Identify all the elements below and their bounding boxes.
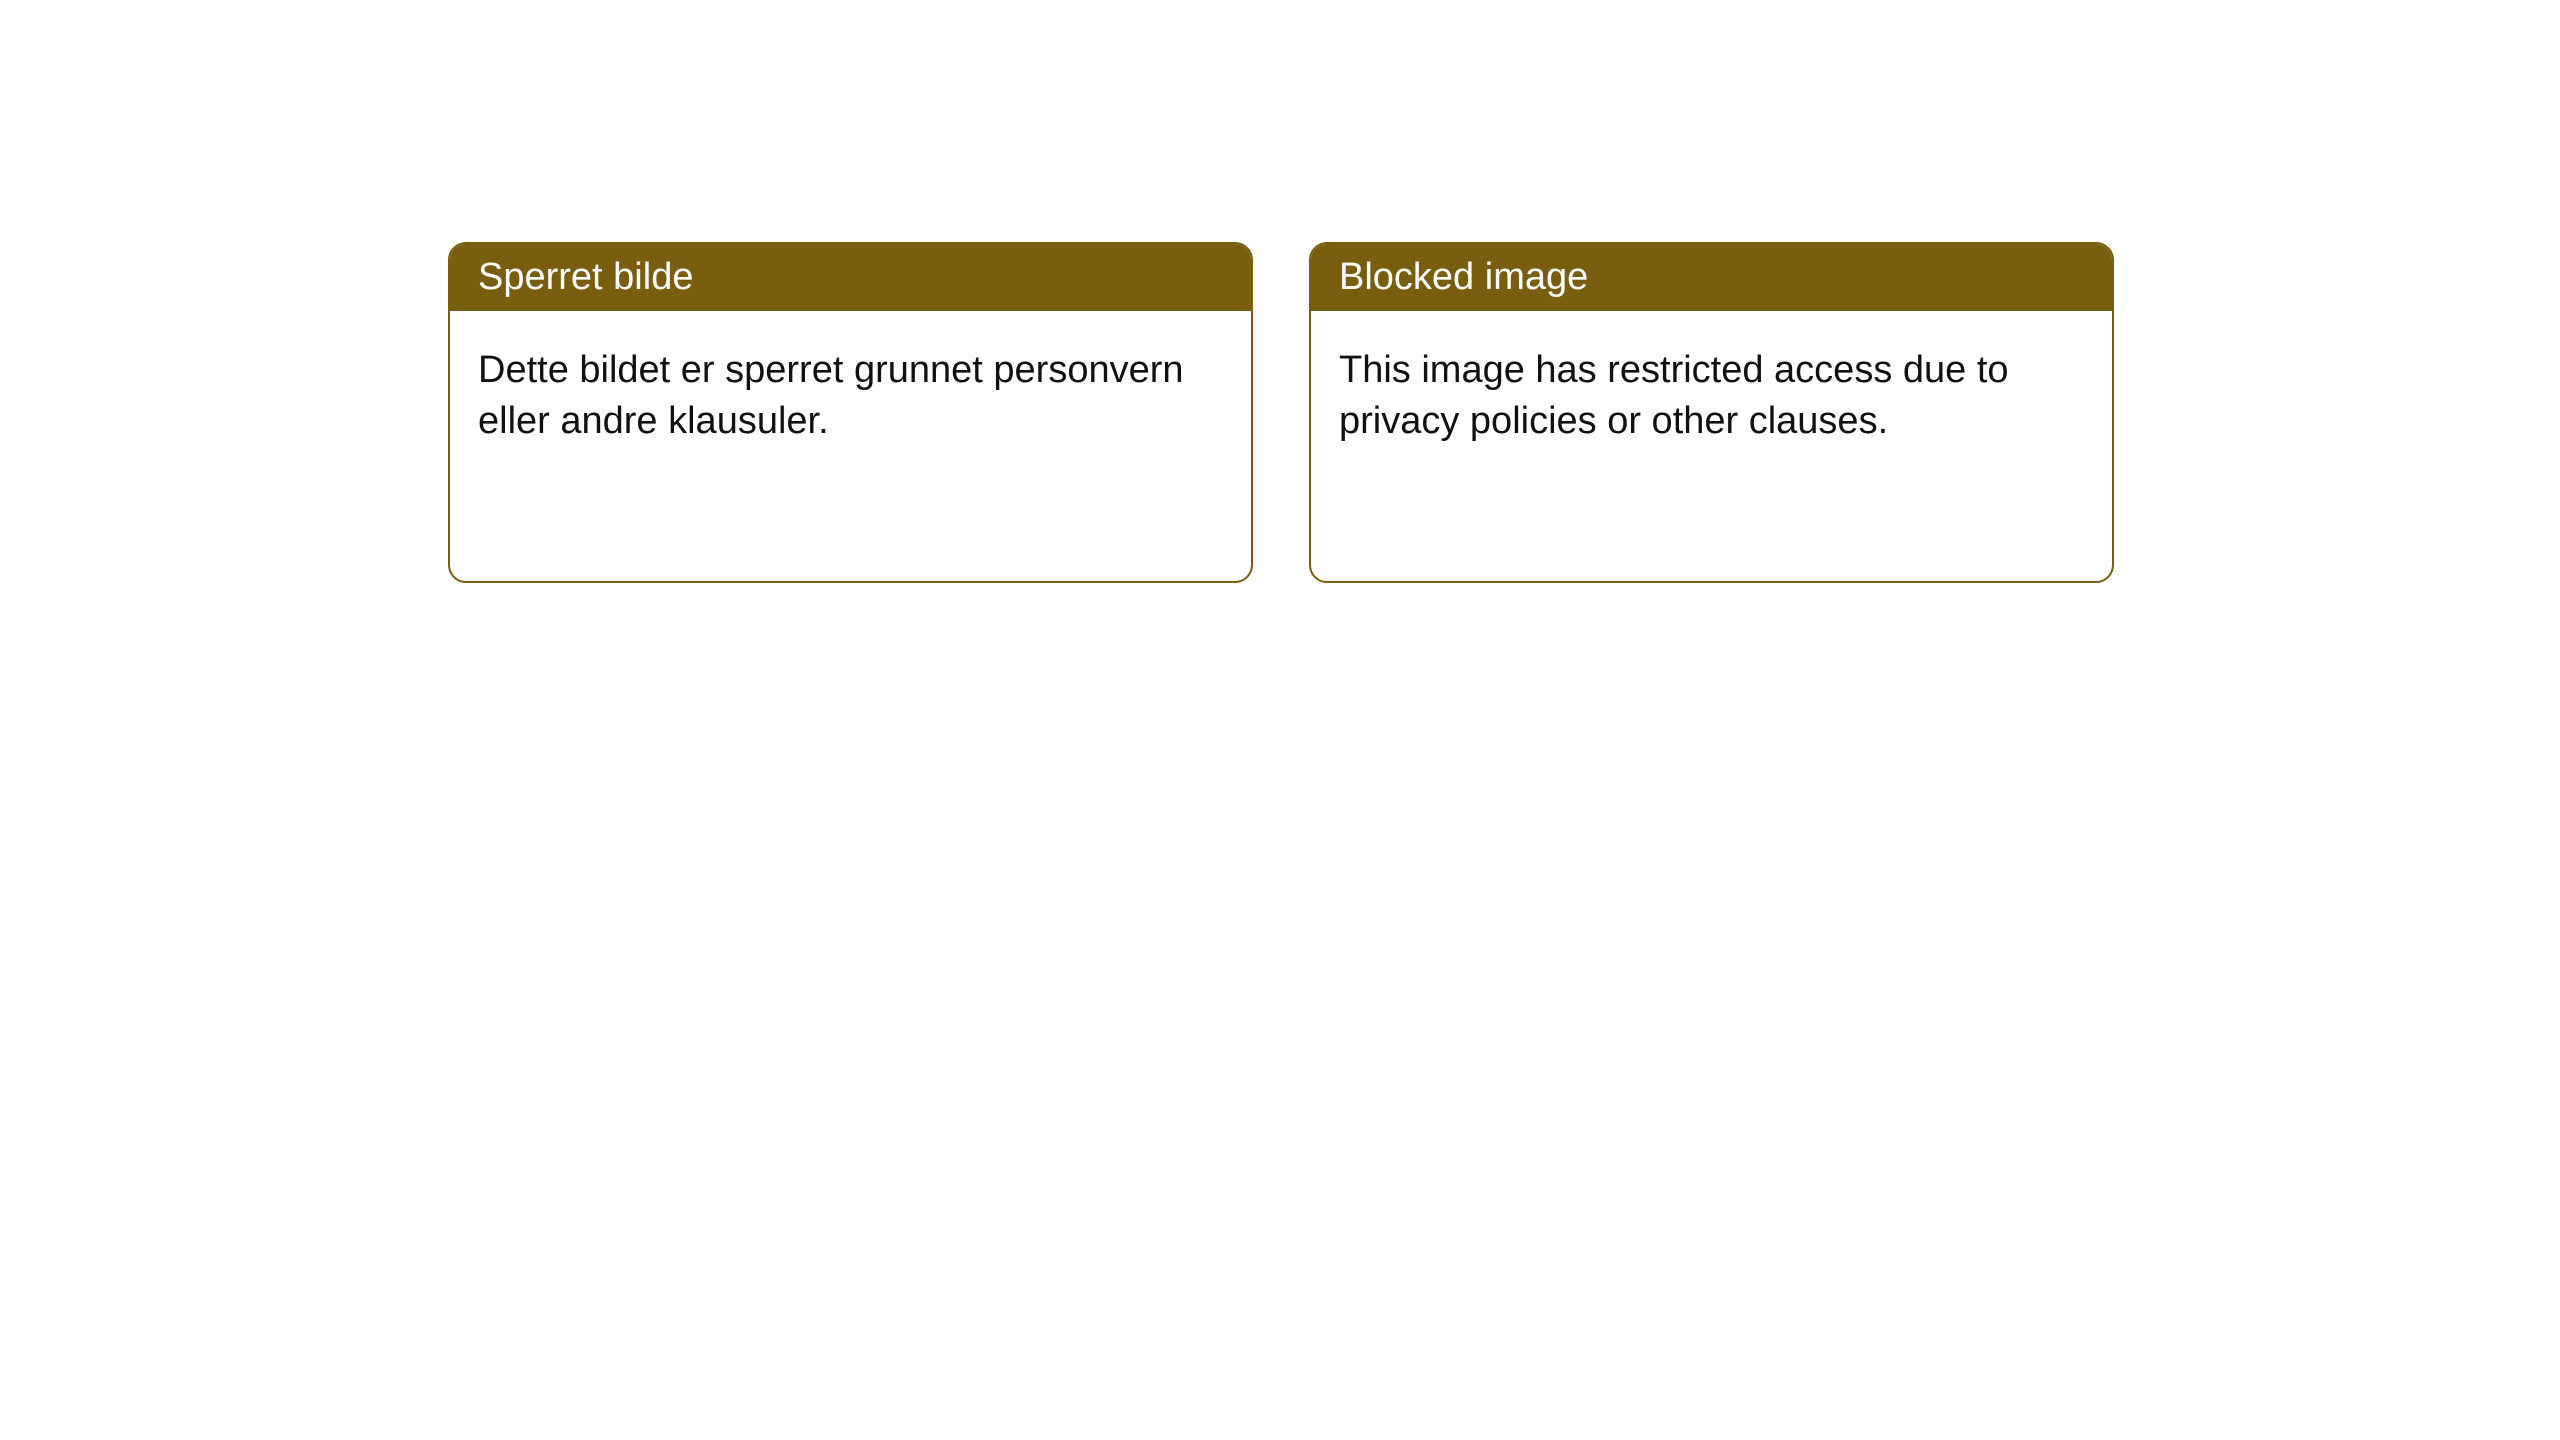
notice-body-english: This image has restricted access due to … [1311,311,2112,581]
notice-card-norwegian: Sperret bilde Dette bildet er sperret gr… [448,242,1253,583]
notice-body-norwegian: Dette bildet er sperret grunnet personve… [450,311,1251,581]
notice-container: Sperret bilde Dette bildet er sperret gr… [0,0,2560,583]
notice-header-english: Blocked image [1311,244,2112,311]
notice-card-english: Blocked image This image has restricted … [1309,242,2114,583]
notice-header-norwegian: Sperret bilde [450,244,1251,311]
